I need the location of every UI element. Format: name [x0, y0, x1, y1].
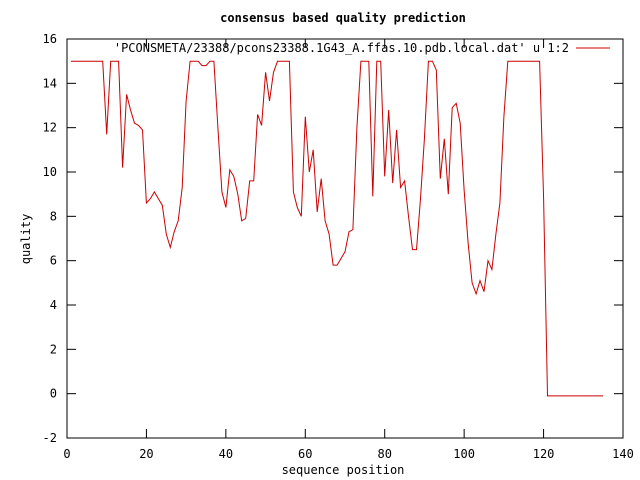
y-tick-label: 10: [43, 165, 57, 179]
y-tick-label: 0: [50, 387, 57, 401]
plot-frame: [66, 38, 624, 439]
y-tick-label: 2: [50, 342, 57, 356]
y-tick-label: 16: [43, 32, 57, 46]
x-tick-label: 140: [612, 447, 634, 461]
y-axis-label: quality: [19, 214, 33, 265]
y-tick-label: 14: [43, 76, 57, 90]
x-tick-label: 100: [453, 447, 475, 461]
series-line-0: [71, 60, 604, 397]
y-tick-label: 6: [50, 254, 57, 268]
y-tick-label: 8: [50, 209, 57, 223]
x-axis-label: sequence position: [282, 463, 405, 477]
legend-label: 'PCONSMETA/23388/pcons23388.1G43_A.ffas.…: [114, 41, 569, 55]
y-axis: -2 0 2 4 6 8 10 12 14 16: [43, 32, 623, 445]
x-axis: 0 20 40 60 80 100 120 140: [63, 39, 634, 461]
x-tick-label: 0: [63, 447, 70, 461]
y-tick-label: -2: [43, 431, 57, 445]
x-tick-label: 80: [377, 447, 391, 461]
chart-title: consensus based quality prediction: [220, 11, 466, 25]
x-tick-label: 20: [139, 447, 153, 461]
y-tick-label: 12: [43, 121, 57, 135]
x-tick-label: 40: [219, 447, 233, 461]
x-tick-label: 120: [533, 447, 555, 461]
legend: 'PCONSMETA/23388/pcons23388.1G43_A.ffas.…: [114, 41, 610, 55]
y-tick-label: 4: [50, 298, 57, 312]
x-tick-label: 60: [298, 447, 312, 461]
series-layer: [71, 60, 604, 397]
